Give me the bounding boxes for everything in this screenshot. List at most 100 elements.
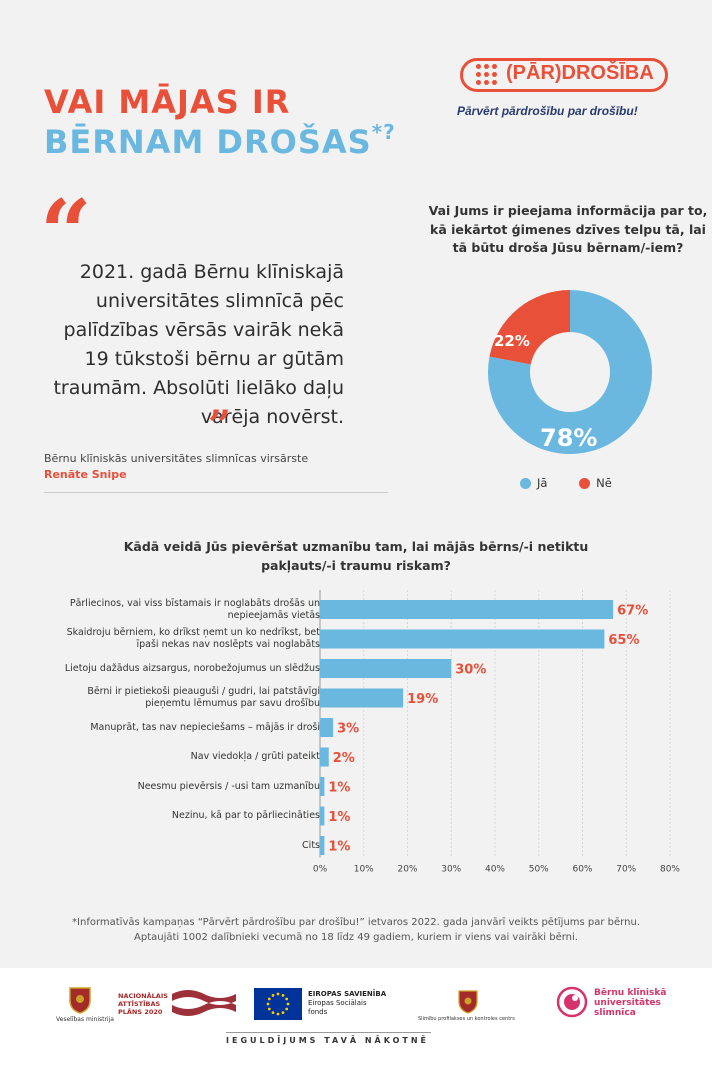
eu-line-1: Eiropas Sociālais (308, 999, 367, 1007)
x-tick-label: 10% (354, 865, 374, 875)
eu-flag-icon (254, 988, 302, 1020)
bar-value-label: 67% (617, 604, 648, 619)
footer (0, 968, 712, 1080)
hospital-line-1: Bērnu klīniskā (594, 988, 667, 998)
close-quote-icon: ” (208, 402, 232, 449)
footnote: *Informatīvās kampaņas “Pārvērt pārdrošī… (40, 915, 672, 945)
star-icon (271, 1011, 275, 1015)
bar-category-labels: Pārliecinos, vai viss bīstamais ir nogla… (40, 590, 320, 860)
x-tick-label: 30% (441, 865, 461, 875)
coat-of-arms-icon (69, 987, 91, 1014)
nap-line-1: NACIONĀLAIS (118, 992, 168, 1000)
bar-value-label: 1% (328, 810, 350, 825)
bar (320, 688, 404, 708)
bar (320, 659, 452, 678)
star-icon (285, 997, 289, 1001)
bar-value-label: 19% (407, 692, 438, 707)
latvian-flag-icon (172, 990, 236, 1016)
bar-category-label: Nezinu, kā par to pārliecināties (171, 810, 320, 821)
eu-line-2: fonds (308, 1008, 328, 1016)
bar-category-label: Manuprāt, tas nav nepieciešams – mājās i… (90, 721, 320, 733)
star-icon (267, 997, 271, 1001)
bar (320, 600, 614, 619)
star-icon (286, 1002, 290, 1006)
pie-label-yes: 78% (540, 424, 597, 452)
title-line-2: BĒRNAM DROŠAS*? (44, 122, 396, 162)
pie-question: Vai Jums ir pieejama informācija par to,… (428, 203, 708, 255)
divider (44, 492, 388, 493)
eu-logo-text: EIROPAS SAVIENĪBA Eiropas Sociālais fond… (308, 990, 386, 1017)
star-icon (281, 993, 285, 997)
star-icon (267, 1007, 271, 1011)
bar (320, 806, 325, 826)
bar-category-label: Pārliecinos, vai viss bīstamais ir nogla… (69, 597, 320, 621)
bar-value-label: 65% (608, 633, 639, 648)
bar (320, 629, 605, 649)
star-icon (266, 1002, 270, 1006)
bar-value-label: 1% (328, 840, 350, 855)
star-icon (285, 1007, 289, 1011)
bar-category-label: Bērni ir pietiekoši pieauguši / gudri, l… (87, 686, 320, 709)
spkc-crest-icon (458, 990, 478, 1014)
footnote-line-1: *Informatīvās kampaņas “Pārvērt pārdrošī… (72, 917, 640, 928)
bar-category-label: Cits (302, 839, 320, 851)
ministry-name: Veselības ministrija (56, 1016, 114, 1023)
x-tick-label: 70% (616, 865, 636, 875)
campaign-tagline: Pārvērt pārdrošību par drošību! (457, 104, 638, 118)
nap-logo-text: NACIONĀLAIS ATTĪSTĪBAS PLĀNS 2020 (118, 992, 168, 1016)
logo-prefix: (PĀR) (506, 62, 562, 84)
star-icon (281, 1011, 285, 1015)
bar (320, 777, 325, 796)
eu-title: EIROPAS SAVIENĪBA (308, 990, 387, 998)
quote-author-name: Renāte Snipe (44, 468, 127, 481)
star-icon (276, 992, 280, 996)
slogan: IEGULDĪJUMS TAVĀ NĀKOTNĒ (226, 1036, 429, 1045)
legend-yes-label: Jā (537, 476, 548, 490)
pie-label-no: 22% (494, 332, 530, 350)
dots-icon (476, 64, 500, 86)
x-tick-label: 20% (397, 865, 417, 875)
title-line-2-text: BĒRNAM DROŠAS (44, 123, 372, 161)
x-tick-label: 60% (572, 865, 592, 875)
footnote-line-2: Aptaujāti 1002 dalībnieki vecumā no 18 l… (134, 932, 578, 943)
bar (320, 718, 334, 737)
open-quote-icon: “ (40, 180, 92, 286)
nap-line-2: ATTĪSTĪBAS (118, 1000, 161, 1008)
star-icon (276, 1012, 280, 1016)
title-line-1: VAI MĀJAS IR (44, 83, 291, 121)
title-mark: *? (371, 120, 396, 144)
bar (320, 836, 325, 855)
bar-category-label: Nav viedokļa / grūti pateikt (190, 751, 320, 762)
pie-chart: 22% 78% (488, 290, 652, 454)
page-title: VAI MĀJAS IR BĒRNAM DROŠAS*? (44, 82, 396, 162)
legend-no-swatch (579, 478, 591, 489)
x-tick-label: 40% (485, 865, 505, 875)
campaign-logo-text: (PĀR)DROŠĪBA (506, 62, 654, 85)
bar-value-label: 1% (328, 781, 350, 796)
bar-category-label: Lietoju dažādus aizsargus, norobežojumus… (64, 662, 320, 674)
pie-hole (530, 332, 610, 412)
bar-question: Kādā veidā Jūs pievēršat uzmanību tam, l… (123, 539, 589, 573)
bar-category-label: Neesmu pievērsis / -usi tam uzmanību (137, 780, 320, 792)
quote-author-role: Bērnu klīniskās universitātes slimnīcas … (44, 452, 309, 465)
x-tick-label: 50% (529, 865, 549, 875)
bar-category-label: Skaidroju bērniem, ko drīkst ņemt un ko … (66, 627, 320, 650)
bar-value-label: 3% (337, 722, 359, 737)
legend-no-label: Nē (596, 476, 612, 490)
bar (320, 747, 329, 767)
pie-legend: Jā Nē (520, 476, 612, 490)
spkc-name: Slimību profilakses un kontroles centrs (418, 1016, 515, 1022)
hospital-line-3: slimnīca (594, 1008, 636, 1018)
hospital-logo-icon (556, 986, 588, 1018)
hospital-name: Bērnu klīniskā universitātes slimnīca (594, 988, 666, 1018)
x-tick-label: 80% (660, 865, 680, 875)
x-tick-label: 0% (313, 865, 328, 875)
hospital-line-2: universitātes (594, 998, 661, 1008)
logo-suffix: DROŠĪBA (561, 62, 654, 84)
bar-value-label: 2% (333, 751, 355, 766)
bar-value-label: 30% (455, 663, 486, 678)
legend-yes-swatch (520, 478, 531, 489)
quote-text: 2021. gadā Bērnu klīniskajā universitāte… (53, 261, 344, 428)
campaign-logo (460, 58, 668, 92)
slogan-rule (226, 1032, 431, 1033)
